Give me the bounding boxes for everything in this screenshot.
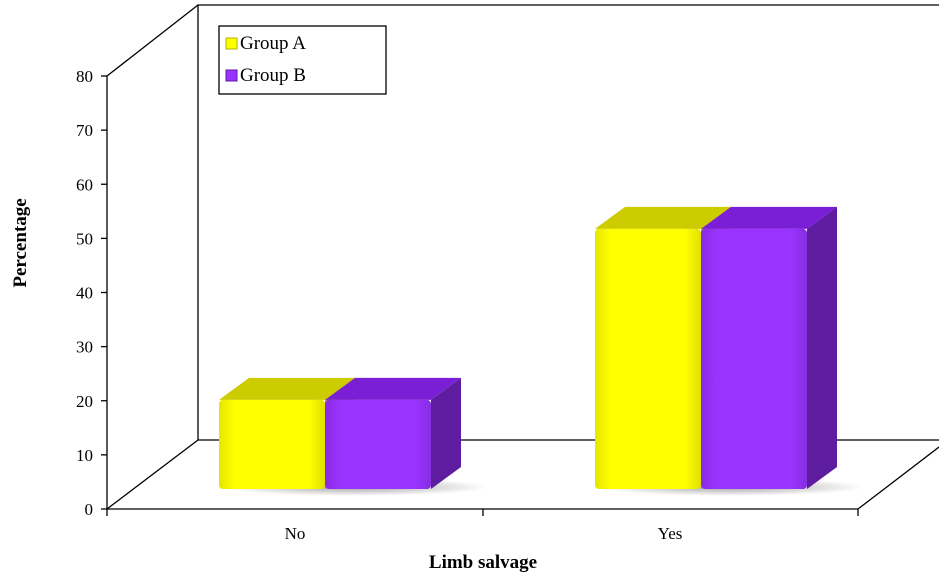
x-axis-tick-labels: No Yes <box>285 524 683 543</box>
y-tick-label: 10 <box>76 446 93 465</box>
floor-right-depth-edge <box>857 446 939 510</box>
bar-top-face <box>219 377 355 400</box>
bar-top-face <box>325 377 461 400</box>
bar-group-b-yes <box>701 206 837 489</box>
bar-front-face <box>325 399 431 489</box>
legend-swatch-group-a <box>225 37 238 50</box>
y-tick-label: 20 <box>76 392 93 411</box>
floor-left-depth-edge <box>106 439 199 510</box>
bar-top-face <box>701 206 837 229</box>
bar-side-face <box>807 206 837 489</box>
top-depth-edge <box>106 4 199 77</box>
y-tick-label: 80 <box>76 67 93 86</box>
y-tick-label: 40 <box>76 284 93 303</box>
x-tick-label-no: No <box>285 524 306 543</box>
legend-label-group-b: Group B <box>240 65 306 86</box>
y-tick-label: 0 <box>85 500 94 519</box>
bar-side-face <box>431 377 461 489</box>
bar-front-face <box>595 228 701 489</box>
bar-front-face <box>219 399 325 489</box>
legend-label-group-a: Group A <box>240 33 306 54</box>
x-tick-label-yes: Yes <box>658 524 683 543</box>
legend-swatch-group-b <box>225 69 238 82</box>
bar-top-face <box>595 206 731 229</box>
bars-group <box>219 206 865 496</box>
x-axis-title: Limb salvage <box>429 552 537 573</box>
bar-front-face <box>701 228 807 489</box>
legend-box <box>218 25 387 95</box>
legend: Group A Group B <box>218 25 387 95</box>
y-tick-label: 30 <box>76 338 93 357</box>
bar-group-b-no <box>325 377 461 489</box>
y-axis-title: Percentage <box>10 198 31 287</box>
y-tick-label: 70 <box>76 121 93 140</box>
y-tick-label: 60 <box>76 175 93 194</box>
y-tick-label: 50 <box>76 229 93 248</box>
y-axis-ticks: 0 10 20 30 40 50 60 70 80 <box>76 67 107 519</box>
